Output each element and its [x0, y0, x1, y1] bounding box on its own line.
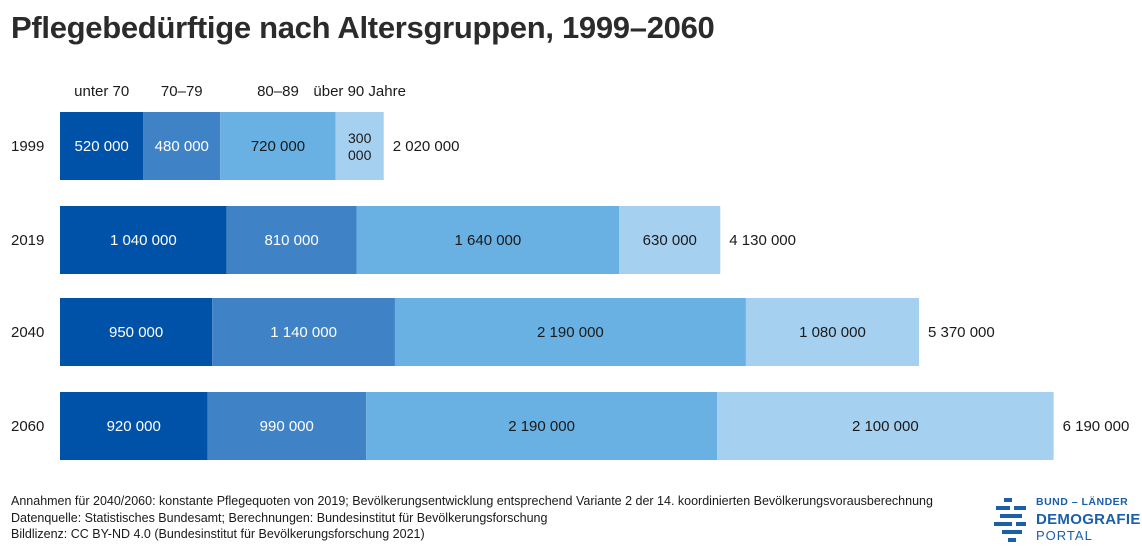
- value-label-1999-series-0: 520 000: [75, 138, 129, 155]
- bar-1999-series-2: [220, 112, 336, 180]
- value-label-2060-series-1: 990 000: [260, 418, 314, 435]
- value-label-1999-series-3-line2: 000: [348, 147, 372, 163]
- value-label-2040-series-2: 2 190 000: [537, 324, 604, 341]
- bar-2019-series-3: [619, 206, 721, 274]
- year-label-2019: 2019: [11, 232, 44, 249]
- value-label-1999-series-2: 720 000: [251, 138, 305, 155]
- value-label-2019-series-1: 810 000: [264, 232, 318, 249]
- logo-line-1: BUND – LÄNDER: [1036, 496, 1129, 508]
- value-label-2019-series-0: 1 040 000: [110, 232, 177, 249]
- value-label-1999-series-1: 480 000: [155, 138, 209, 155]
- total-label-1999: 2 020 000: [393, 138, 460, 155]
- value-label-2040-series-1: 1 140 000: [270, 324, 337, 341]
- bar-2019-series-2: [356, 206, 620, 274]
- bar-2060-series-0: [60, 392, 208, 460]
- value-label-2019-series-3: 630 000: [643, 232, 697, 249]
- bar-2040-series-1: [212, 298, 395, 366]
- total-label-2060: 6 190 000: [1063, 418, 1130, 435]
- logo-line-3: PORTAL: [1036, 528, 1093, 543]
- stacked-bar-chart: unter 70 70–79 80–89 über 90 Jahre 1999 520 0…: [11, 83, 1130, 460]
- bar-2040-series-0: [60, 298, 213, 366]
- chart-title: Pflegebedürftige nach Altersgruppen, 199…: [11, 10, 715, 45]
- bar-2040-series-3: [745, 298, 919, 366]
- bar-2060-series-1: [207, 392, 367, 460]
- legend-label-3: über 90 Jahre: [313, 83, 406, 100]
- value-label-2060-series-0: 920 000: [107, 418, 161, 435]
- bar-1999-series-0: [60, 112, 144, 180]
- bar-1999-series-1: [143, 112, 221, 180]
- assumptions-note: Annahmen für 2040/2060: konstante Pflege…: [11, 494, 933, 508]
- value-label-1999-series-3: 300: [348, 130, 372, 146]
- bar-1999-series-3: [335, 112, 384, 180]
- bar-2019-series-1: [226, 206, 357, 274]
- legend-label-1: 70–79: [161, 83, 203, 100]
- data-source-note: Datenquelle: Statistisches Bundesamt; Be…: [11, 510, 548, 525]
- year-label-2040: 2040: [11, 324, 44, 341]
- value-label-2040-series-0: 950 000: [109, 324, 163, 341]
- bar-2019-series-0: [60, 206, 227, 274]
- demografie-portal-logo: BUND – LÄNDER DEMOGRAFIE PORTAL: [994, 494, 1140, 546]
- value-label-2019-series-2: 1 640 000: [455, 232, 522, 249]
- bar-2040-series-2: [394, 298, 746, 366]
- legend-label-0: unter 70: [74, 83, 129, 100]
- total-label-2019: 4 130 000: [729, 232, 796, 249]
- portal-logo-icon: [994, 498, 1026, 542]
- footnotes: Annahmen für 2040/2060: konstante Pflege…: [11, 493, 933, 543]
- license-note: Bildlizenz: CC BY-ND 4.0 (Bundesinstitut…: [11, 527, 425, 541]
- year-label-1999: 1999: [11, 138, 44, 155]
- value-label-2060-series-3: 2 100 000: [852, 418, 919, 435]
- bar-2060-series-3: [717, 392, 1054, 460]
- value-label-2040-series-3: 1 080 000: [799, 324, 866, 341]
- year-label-2060: 2060: [11, 418, 44, 435]
- bar-2060-series-2: [366, 392, 718, 460]
- logo-line-2: DEMOGRAFIE: [1036, 511, 1141, 528]
- total-label-2040: 5 370 000: [928, 324, 995, 341]
- value-label-2060-series-2: 2 190 000: [508, 418, 575, 435]
- legend-label-2: 80–89: [257, 83, 299, 100]
